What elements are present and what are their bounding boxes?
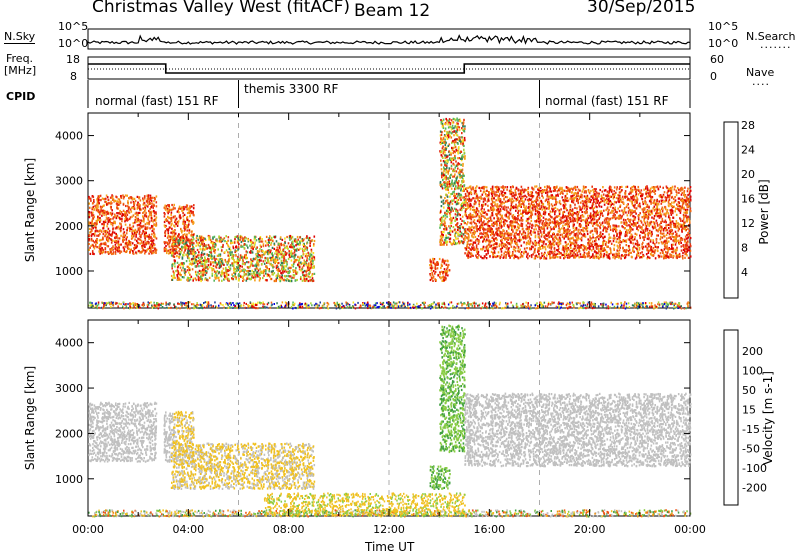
velocity-echo-region <box>88 402 157 463</box>
y-tick-label: 3000 <box>55 175 83 188</box>
power-colorbar-tick: 20 <box>741 168 755 181</box>
power-colorbar-label: Power [dB] <box>757 179 771 244</box>
velocity-colorbar-tick: 200 <box>742 345 763 358</box>
x-tick-label: 12:00 <box>373 523 405 536</box>
y-tick-label: 1000 <box>55 473 83 486</box>
velocity-colorbar-label: Velocity [m s-1] <box>761 371 775 465</box>
velocity-ylabel: Slant Range [km] <box>23 366 37 470</box>
velocity-echo-region <box>171 443 315 491</box>
power-colorbar-tick: 24 <box>741 144 755 157</box>
power-colorbar-tick: 4 <box>741 266 748 279</box>
velocity-echo-region <box>464 393 691 468</box>
power-echo-region <box>439 118 466 247</box>
velocity-colorbar-tick: 100 <box>742 365 763 378</box>
velocity-colorbar-tick: -15 <box>742 423 760 436</box>
y-tick-label: 1000 <box>55 265 83 278</box>
y-tick-label: 2000 <box>55 427 83 440</box>
velocity-colorbar-tick: 50 <box>742 384 756 397</box>
power-echo-region <box>429 258 450 282</box>
y-tick-label: 3000 <box>55 382 83 395</box>
power-ylabel: Slant Range [km] <box>23 158 37 262</box>
x-tick-label: 20:00 <box>574 523 606 536</box>
radar-plot: 1000 2000 3000 4000 1000 2000 3000 4000 00:00 04:… <box>0 0 800 554</box>
y-tick-label: 4000 <box>55 130 83 143</box>
power-colorbar-tick: 28 <box>741 119 755 132</box>
colorbar-frame <box>724 330 738 505</box>
velocity-echo-region <box>439 325 466 454</box>
x-tick-label: 04:00 <box>172 523 204 536</box>
cpid-dividers <box>239 80 540 108</box>
power-colorbar-tick: 16 <box>741 193 755 206</box>
power-colorbar-tick: 8 <box>741 242 748 255</box>
velocity-colorbar-tick: -200 <box>742 482 767 495</box>
velocity-colorbar-tick: 15 <box>742 404 756 417</box>
power-echo-region <box>464 185 691 259</box>
nsky-panel-frame <box>88 29 690 49</box>
velocity-colorbar-tick: -50 <box>742 443 760 456</box>
velocity-echo-region <box>430 465 451 490</box>
nsky-trace <box>88 36 690 44</box>
power-colorbar <box>724 122 738 298</box>
x-tick-label: 00:00 <box>72 523 104 536</box>
power-colorbar-tick: 12 <box>741 217 755 230</box>
power-echo-region <box>88 194 157 255</box>
x-tick-label: 16:00 <box>473 523 505 536</box>
cpid-frame <box>88 80 690 108</box>
time-axis-label: Time UT <box>365 540 414 554</box>
freq-panel-frame <box>88 57 690 79</box>
y-tick-label: 2000 <box>55 220 83 233</box>
velocity-low-band <box>264 492 466 517</box>
x-tick-label: 08:00 <box>273 523 305 536</box>
velocity-colorbar <box>724 330 738 505</box>
x-tick-label: 00:00 <box>674 523 706 536</box>
colorbar-frame <box>724 122 738 298</box>
y-tick-label: 4000 <box>55 337 83 350</box>
